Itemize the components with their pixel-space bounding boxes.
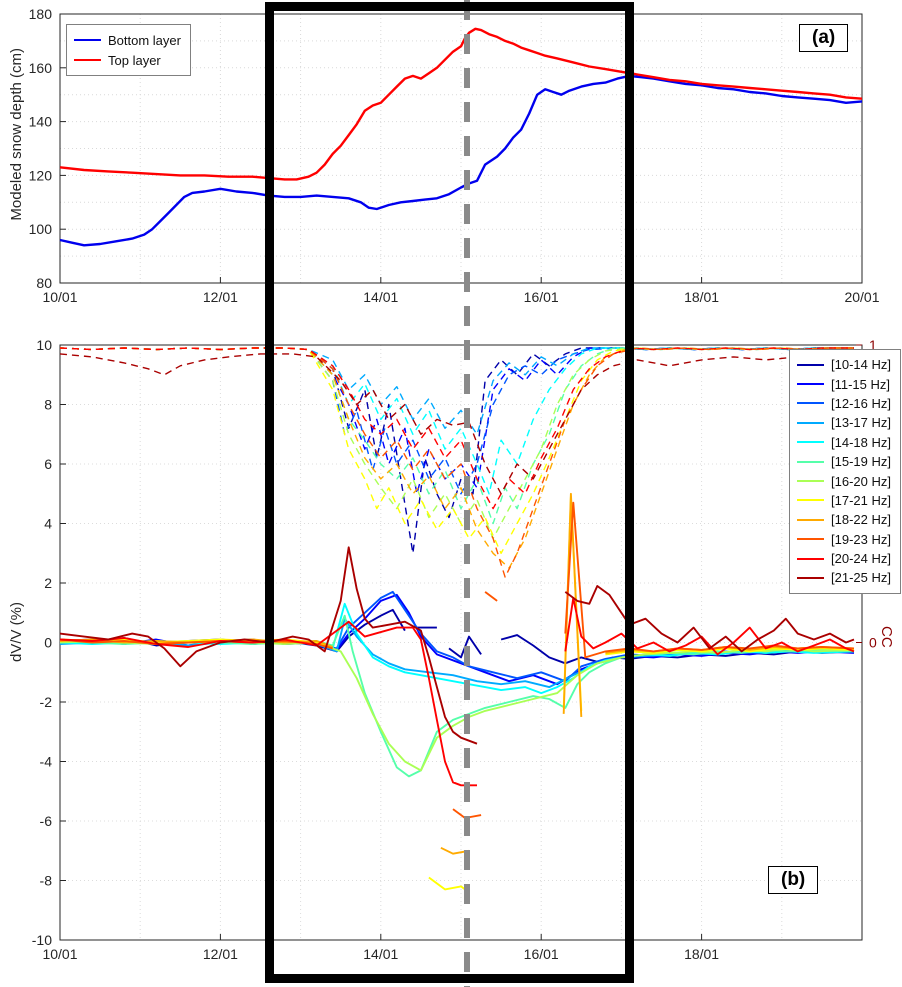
- svg-text:6: 6: [44, 456, 52, 472]
- svg-text:14/01: 14/01: [363, 946, 398, 962]
- legend-label: [14-18 Hz]: [831, 434, 891, 450]
- legend-item: [14-18 Hz]: [797, 433, 891, 452]
- legend-line-swatch: [797, 421, 824, 424]
- legend-panel-a: Bottom layer Top layer: [66, 24, 191, 76]
- legend-line-swatch: [797, 480, 824, 483]
- svg-text:10/01: 10/01: [42, 946, 77, 962]
- legend-line-swatch: [797, 538, 824, 541]
- legend-label: Top layer: [108, 52, 161, 68]
- legend-label: [21-25 Hz]: [831, 570, 891, 586]
- legend-item: [12-16 Hz]: [797, 394, 891, 413]
- svg-text:10/01: 10/01: [42, 289, 77, 305]
- svg-text:80: 80: [36, 275, 52, 291]
- svg-text:18/01: 18/01: [684, 946, 719, 962]
- legend-label: Bottom layer: [108, 32, 181, 48]
- legend-item: [17-21 Hz]: [797, 491, 891, 510]
- legend-panel-b: [10-14 Hz] [11-15 Hz] [12-16 Hz] [13-17 Hz]…: [789, 349, 901, 594]
- svg-text:0: 0: [869, 635, 877, 651]
- legend-line-swatch: [797, 363, 824, 366]
- legend-line-swatch: [797, 499, 824, 502]
- legend-item: [18-22 Hz]: [797, 510, 891, 529]
- legend-line-swatch: [74, 39, 101, 41]
- svg-text:12/01: 12/01: [203, 289, 238, 305]
- svg-text:0: 0: [44, 635, 52, 651]
- legend-label: [18-22 Hz]: [831, 512, 891, 528]
- svg-text:160: 160: [29, 60, 53, 76]
- svg-text:-4: -4: [40, 754, 53, 770]
- y-axis-label-cc: CC: [878, 626, 895, 648]
- legend-label: [16-20 Hz]: [831, 473, 891, 489]
- svg-text:4: 4: [44, 516, 52, 532]
- legend-line-swatch: [797, 460, 824, 463]
- svg-text:10: 10: [36, 337, 52, 353]
- snow-depth-chart: 10/01 12/01 14/01 16/01 18/01 20/01 80 100 120 14…: [29, 6, 880, 305]
- legend-line-swatch: [797, 576, 824, 579]
- legend-item: [19-23 Hz]: [797, 530, 891, 549]
- svg-text:8: 8: [44, 397, 52, 413]
- svg-text:1: 1: [869, 337, 877, 353]
- legend-label: [11-15 Hz]: [831, 376, 891, 392]
- legend-line-swatch: [797, 441, 824, 444]
- svg-text:12/01: 12/01: [203, 946, 238, 962]
- legend-item: [10-14 Hz]: [797, 355, 891, 374]
- svg-text:100: 100: [29, 221, 53, 237]
- svg-text:180: 180: [29, 6, 53, 22]
- svg-text:-6: -6: [40, 813, 53, 829]
- legend-line-swatch: [797, 518, 824, 521]
- panel-label-b: (b): [768, 866, 819, 894]
- legend-item: [11-15 Hz]: [797, 374, 891, 393]
- svg-text:-8: -8: [40, 873, 53, 889]
- svg-text:18/01: 18/01: [684, 289, 719, 305]
- legend-label: [20-24 Hz]: [831, 551, 891, 567]
- legend-item: Bottom layer: [74, 30, 181, 50]
- svg-text:-2: -2: [40, 694, 53, 710]
- y-axis-label-snow-depth: Modeled snow depth (cm): [8, 48, 25, 221]
- legend-label: [12-16 Hz]: [831, 395, 891, 411]
- legend-item: [21-25 Hz]: [797, 568, 891, 587]
- svg-text:120: 120: [29, 167, 53, 183]
- y-axis-label-dvv: dV/V (%): [8, 602, 25, 663]
- legend-line-swatch: [74, 59, 101, 61]
- svg-text:2: 2: [44, 575, 52, 591]
- legend-item: Top layer: [74, 50, 181, 70]
- legend-label: [10-14 Hz]: [831, 357, 891, 373]
- svg-text:20/01: 20/01: [844, 289, 879, 305]
- svg-text:140: 140: [29, 114, 53, 130]
- svg-text:-10: -10: [32, 932, 52, 948]
- legend-label: [13-17 Hz]: [831, 415, 891, 431]
- legend-item: [15-19 Hz]: [797, 452, 891, 471]
- legend-label: [19-23 Hz]: [831, 531, 891, 547]
- legend-label: [15-19 Hz]: [831, 454, 891, 470]
- legend-line-swatch: [797, 557, 824, 560]
- legend-item: [20-24 Hz]: [797, 549, 891, 568]
- svg-text:14/01: 14/01: [363, 289, 398, 305]
- svg-text:16/01: 16/01: [524, 289, 559, 305]
- legend-item: [16-20 Hz]: [797, 471, 891, 490]
- legend-line-swatch: [797, 402, 824, 405]
- legend-line-swatch: [797, 383, 824, 386]
- svg-text:16/01: 16/01: [524, 946, 559, 962]
- legend-item: [13-17 Hz]: [797, 413, 891, 432]
- dvv-cc-chart: 10/01 12/01 14/01 16/01 18/01 -10 -8 -6 -4 -2 0 2 4 6…: [32, 337, 889, 962]
- panel-label-a: (a): [799, 24, 849, 52]
- legend-label: [17-21 Hz]: [831, 492, 891, 508]
